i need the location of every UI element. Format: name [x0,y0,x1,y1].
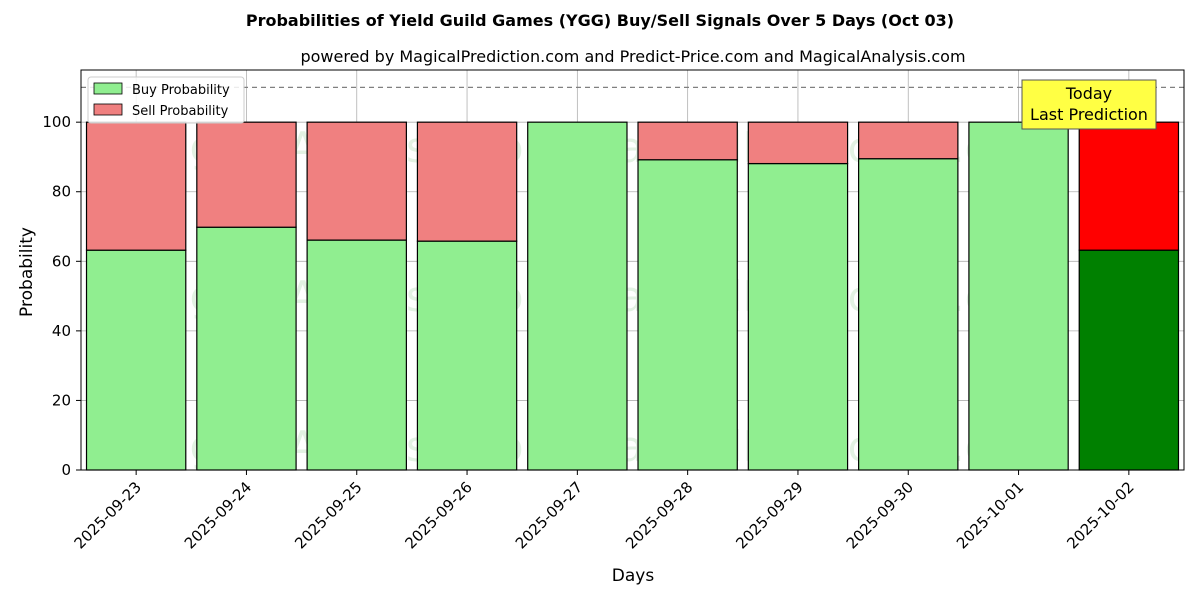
today-annotation: Today Last Prediction [1021,79,1157,130]
x-tick-label: 2025-09-29 [732,478,806,552]
y-tick-label: 0 [61,461,71,479]
annotation-box [1021,79,1157,130]
bar-buy [637,159,738,471]
bar-sell [747,121,849,165]
bar-buy [527,121,628,471]
bar-sell [637,121,738,161]
bar-buy [968,121,1069,471]
y-tick-label: 80 [52,183,71,201]
chart-subtitle: powered by MagicalPrediction.com and Pre… [300,47,965,66]
legend-swatch-sell [93,103,123,116]
bar-sell [196,121,297,228]
bar-buy [1078,249,1180,471]
x-tick-label: 2025-10-01 [953,478,1027,552]
bar-buy [416,240,518,471]
y-tick-label: 20 [52,391,71,409]
x-tick-label: 2025-09-24 [181,478,255,552]
bar-sell [1078,121,1180,251]
bar-sell [858,121,959,160]
legend-box [87,76,245,124]
bar-buy [306,239,407,471]
chart-title: Probabilities of Yield Guild Games (YGG)… [246,11,954,30]
x-tick-label: 2025-09-26 [401,478,475,552]
bar-buy [858,158,959,471]
x-tick-label: 2025-09-23 [71,478,145,552]
y-axis-label: Probability [17,227,37,317]
annotation-line-2: Last Prediction [1030,105,1148,124]
x-tick-label: 2025-09-25 [291,478,365,552]
bar-sell [306,121,407,241]
x-tick-label: 2025-10-02 [1063,478,1137,552]
x-tick-label: 2025-09-27 [512,478,586,552]
bars [85,121,1180,471]
bar-sell [416,121,518,242]
y-tick-label: 60 [52,252,71,270]
annotation-line-1: Today [1065,84,1112,103]
x-axis-label: Days [612,566,655,586]
bar-buy [747,162,849,471]
x-tick-label: 2025-09-28 [622,478,696,552]
x-tick-label: 2025-09-30 [843,478,917,552]
plot-frame [80,69,1185,471]
bar-buy [196,226,297,471]
bar-sell [85,121,187,251]
bar-buy [85,249,187,471]
legend-label-buy: Buy Probability [132,83,230,98]
y-tick-label: 100 [42,113,71,131]
y-tick-label: 40 [52,322,71,340]
legend: Buy Probability Sell Probability [87,76,245,124]
legend-label-sell: Sell Probability [132,104,229,119]
legend-swatch-buy [93,82,123,95]
